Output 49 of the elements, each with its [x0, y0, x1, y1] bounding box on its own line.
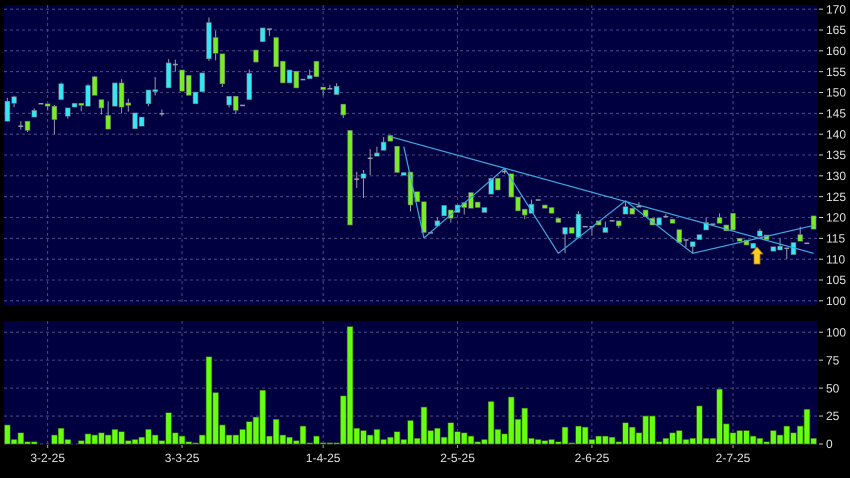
y-tick-label: 130 [826, 169, 846, 184]
candlestick [380, 136, 386, 151]
candlestick [340, 104, 346, 118]
candlestick [374, 146, 380, 157]
y-tick-label: 150 [826, 86, 846, 100]
candlestick [253, 50, 259, 62]
y-tick-label: 160 [826, 44, 846, 58]
candlestick [602, 221, 608, 233]
y-tick-label: 25 [826, 409, 840, 424]
candlestick [260, 28, 266, 42]
y-tick-label: 100 [826, 294, 846, 308]
candlestick [105, 100, 111, 130]
candlestick [354, 171, 360, 188]
y-tick-label: 145 [826, 106, 846, 121]
candlestick [199, 72, 205, 92]
y-tick-label: 105 [826, 273, 846, 288]
y-tick-label: 120 [826, 210, 846, 225]
y-tick-label: 110 [826, 252, 846, 266]
candlestick [676, 229, 682, 243]
candlestick [360, 170, 366, 198]
y-tick-label: 135 [826, 148, 846, 162]
candlestick [65, 107, 71, 120]
candlestick [98, 99, 104, 116]
x-tick-label: 2-7-25 [716, 451, 751, 465]
candlestick [172, 59, 179, 72]
candlestick [58, 82, 64, 100]
candlestick [797, 226, 803, 242]
y-tick-label: 0 [826, 437, 833, 452]
y-tick-label: 75 [826, 353, 840, 368]
candlestick [24, 120, 30, 133]
x-tick-label: 3-2-25 [30, 451, 66, 465]
y-tick-label: 140 [826, 127, 846, 142]
y-tick-label: 115 [826, 232, 846, 246]
x-tick-label: 2-5-25 [440, 451, 476, 465]
candlestick [810, 216, 816, 230]
y-tick-label: 170 [826, 2, 846, 16]
y-tick-label: 100 [826, 325, 846, 340]
x-tick-label: 3-3-25 [164, 451, 200, 465]
candlestick [690, 241, 696, 254]
y-tick-label: 50 [826, 381, 840, 396]
candlestick [367, 148, 374, 176]
x-tick-label: 2-6-25 [574, 451, 610, 465]
y-tick-label: 125 [826, 190, 846, 204]
candlestick [716, 212, 722, 224]
y-tick-label: 155 [826, 64, 846, 79]
y-tick-label: 165 [826, 23, 846, 38]
candlestick [790, 242, 796, 255]
x-tick-label: 1-4-25 [306, 451, 341, 465]
candlestick [784, 248, 790, 260]
